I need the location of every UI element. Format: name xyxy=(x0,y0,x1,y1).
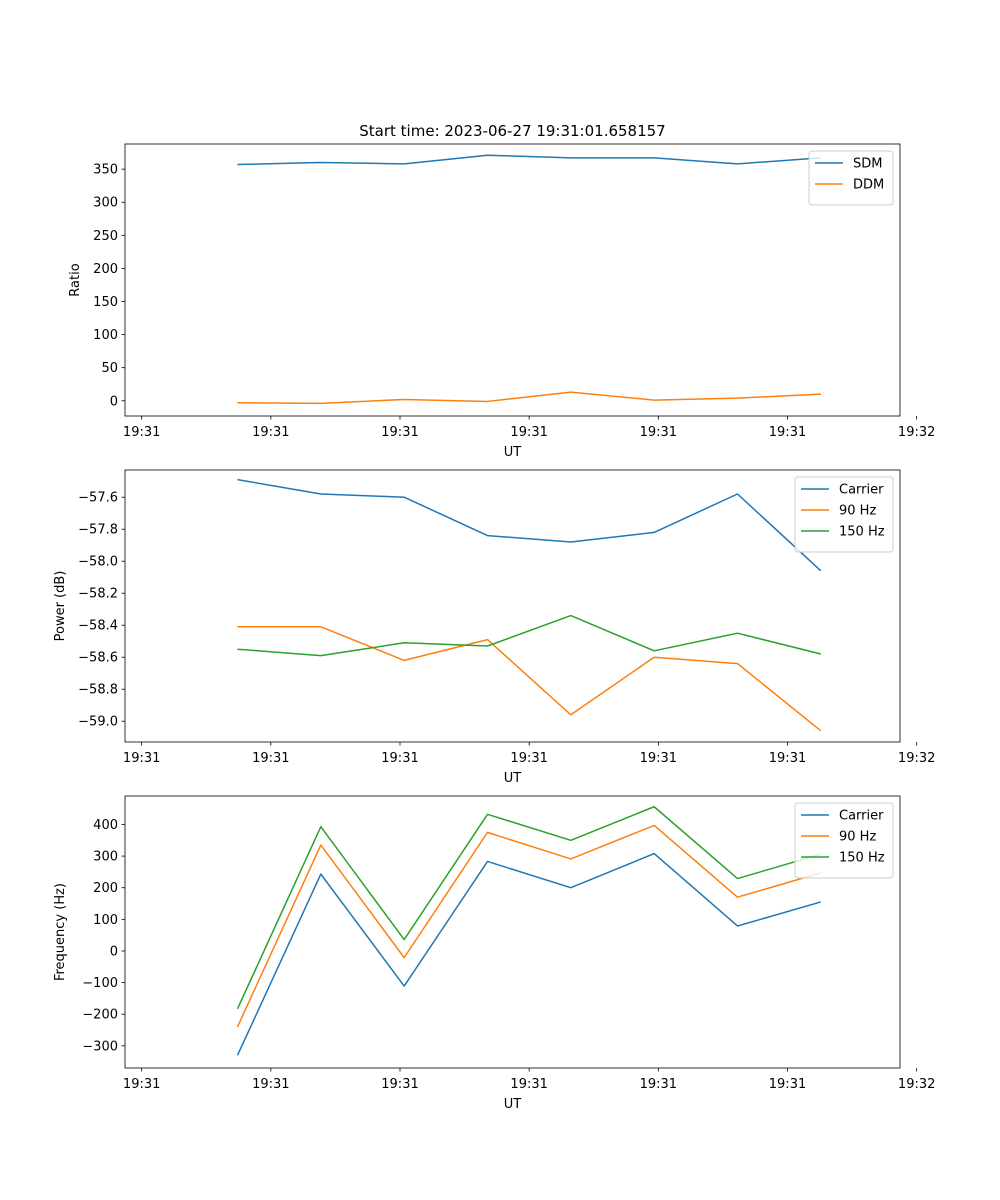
frequency-y-axis-label: Frequency (Hz) xyxy=(53,883,68,981)
power-legend-box xyxy=(794,476,894,553)
ratio-legend-label: SDM xyxy=(853,157,882,172)
power-y-axis-label: Power (dB) xyxy=(53,571,68,642)
ratio-axes-frame xyxy=(124,143,901,417)
ratio-x-tick-label: 19:31 xyxy=(640,425,677,440)
power-series-carrier-line xyxy=(237,478,822,572)
power-y-tick-label: −58.8 xyxy=(78,683,118,698)
frequency-x-axis-label: UT xyxy=(504,1097,522,1112)
power-y-tick-label: −59.0 xyxy=(78,715,118,730)
power-x-tick-label: 19:31 xyxy=(769,751,806,766)
frequency-y-tick-label: −200 xyxy=(82,1008,118,1023)
power-x-tick-label: 19:32 xyxy=(898,751,935,766)
frequency-x-tick-label: 19:31 xyxy=(123,1077,160,1092)
ratio-y-tick-label: 150 xyxy=(93,295,118,310)
ratio-y-tick-label: 200 xyxy=(93,262,118,277)
power-series-90-hz-line xyxy=(237,626,822,732)
frequency-series-90-hz-line xyxy=(236,824,822,1028)
power-legend-label: 150 Hz xyxy=(839,525,885,540)
power-x-tick-label: 19:31 xyxy=(123,751,160,766)
frequency-x-tick-label: 19:31 xyxy=(640,1077,677,1092)
power-legend-label: Carrier xyxy=(839,483,884,498)
power-x-tick-label: 19:31 xyxy=(510,751,547,766)
ratio-x-tick-label: 19:32 xyxy=(898,425,935,440)
ratio-legend: SDM DDM xyxy=(808,150,894,206)
frequency-legend-label: 90 Hz xyxy=(839,830,876,845)
ratio-x-tick-label: 19:31 xyxy=(252,425,289,440)
figure-title: Start time: 2023-06-27 19:31:01.658157 xyxy=(359,122,665,140)
ratio-series-ddm-line xyxy=(237,391,821,405)
frequency-series-carrier-line xyxy=(236,852,822,1056)
frequency-panel: −300 −200 −100 0 100 200 300 400 19:31 19:31 19:31… xyxy=(53,795,935,1112)
ratio-y-tick-label: 250 xyxy=(93,229,118,244)
power-y-tick-label: −58.4 xyxy=(78,619,118,634)
power-axes-frame xyxy=(124,469,901,743)
power-x-tick-label: 19:31 xyxy=(252,751,289,766)
power-legend: Carrier 90 Hz 150 Hz xyxy=(794,476,894,553)
ratio-y-tick-label: 50 xyxy=(101,361,118,376)
ratio-y-tick-label: 100 xyxy=(93,328,118,343)
frequency-x-tick-label: 19:31 xyxy=(769,1077,806,1092)
power-y-tick-label: −57.6 xyxy=(78,491,118,506)
frequency-legend-label: Carrier xyxy=(839,809,884,824)
ratio-x-axis-label: UT xyxy=(504,445,522,460)
ratio-x-tick-label: 19:31 xyxy=(123,425,160,440)
power-y-tick-label: −58.0 xyxy=(78,555,118,570)
frequency-x-tick-label: 19:31 xyxy=(510,1077,547,1092)
power-y-tick-label: −58.2 xyxy=(78,587,118,602)
frequency-y-tick-label: 200 xyxy=(93,881,118,896)
ratio-y-tick-label: 350 xyxy=(93,163,118,178)
power-y-tick-label: −58.6 xyxy=(78,651,118,666)
power-series-150-hz-line xyxy=(237,614,822,657)
frequency-y-tick-label: 0 xyxy=(110,944,118,959)
frequency-x-tick-label: 19:31 xyxy=(381,1077,418,1092)
power-y-tick-label: −57.8 xyxy=(78,523,118,538)
frequency-y-tick-label: 100 xyxy=(93,913,118,928)
ratio-x-tick-label: 19:31 xyxy=(510,425,547,440)
ratio-legend-box xyxy=(808,150,894,206)
frequency-y-tick-label: −300 xyxy=(82,1039,118,1054)
power-panel: −59.0 −58.8 −58.6 −58.4 −58.2 −58.0 −57.8 −57.6… xyxy=(53,469,935,786)
frequency-x-tick-label: 19:31 xyxy=(252,1077,289,1092)
frequency-legend-label: 150 Hz xyxy=(839,851,885,866)
ratio-legend-label: DDM xyxy=(853,178,884,193)
frequency-legend-box xyxy=(794,802,894,879)
ratio-x-tick-label: 19:31 xyxy=(381,425,418,440)
frequency-y-tick-label: 400 xyxy=(93,818,118,833)
frequency-y-tick-label: −100 xyxy=(82,976,118,991)
ratio-x-tick-label: 19:31 xyxy=(769,425,806,440)
power-legend-label: 90 Hz xyxy=(839,504,876,519)
ratio-y-axis-label: Ratio xyxy=(68,263,83,296)
ratio-y-tick-label: 300 xyxy=(93,196,118,211)
frequency-x-tick-label: 19:32 xyxy=(898,1077,935,1092)
power-x-tick-label: 19:31 xyxy=(381,751,418,766)
frequency-y-tick-label: 300 xyxy=(93,850,118,865)
ratio-y-tick-label: 0 xyxy=(110,394,118,409)
power-x-tick-label: 19:31 xyxy=(640,751,677,766)
frequency-axes-frame xyxy=(124,795,901,1069)
power-x-axis-label: UT xyxy=(504,771,522,786)
frequency-series-150-hz-line xyxy=(236,806,822,1010)
ratio-panel: 0 50 100 150 200 250 300 350 19:31 19:31 19:31 19:3… xyxy=(68,143,935,460)
frequency-legend: Carrier 90 Hz 150 Hz xyxy=(794,802,894,879)
ratio-series-sdm-line xyxy=(237,154,821,166)
